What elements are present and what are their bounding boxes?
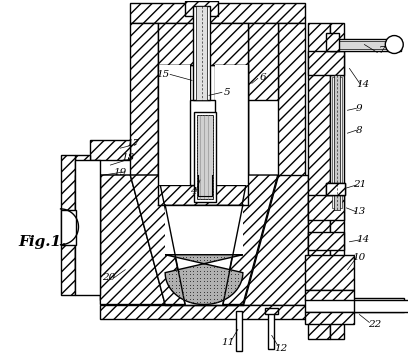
Bar bbox=[332, 77, 342, 208]
Polygon shape bbox=[130, 175, 185, 304]
Bar bbox=[305, 298, 404, 312]
Bar bbox=[158, 66, 190, 100]
Polygon shape bbox=[305, 290, 355, 299]
Text: 18: 18 bbox=[121, 153, 135, 161]
Polygon shape bbox=[100, 175, 130, 299]
Polygon shape bbox=[223, 175, 278, 304]
Polygon shape bbox=[330, 22, 344, 75]
Text: 6: 6 bbox=[259, 73, 266, 82]
Bar bbox=[355, 299, 409, 312]
Text: 4: 4 bbox=[190, 188, 196, 197]
Polygon shape bbox=[185, 1, 218, 16]
Bar bbox=[196, 6, 207, 100]
Polygon shape bbox=[158, 100, 190, 185]
Bar bbox=[61, 210, 76, 245]
Text: 7: 7 bbox=[379, 46, 386, 55]
Bar bbox=[326, 183, 346, 195]
Bar bbox=[333, 75, 340, 210]
Text: 17: 17 bbox=[127, 139, 140, 148]
Polygon shape bbox=[165, 255, 243, 304]
Text: 11: 11 bbox=[221, 338, 234, 347]
Polygon shape bbox=[90, 140, 130, 160]
Polygon shape bbox=[130, 3, 305, 22]
Bar bbox=[330, 38, 401, 51]
Bar bbox=[193, 6, 210, 100]
Polygon shape bbox=[305, 312, 355, 324]
Text: 21: 21 bbox=[353, 181, 366, 189]
Polygon shape bbox=[130, 22, 158, 175]
Polygon shape bbox=[326, 183, 346, 195]
Bar bbox=[158, 66, 248, 205]
Polygon shape bbox=[308, 22, 330, 340]
Polygon shape bbox=[278, 22, 305, 311]
Circle shape bbox=[385, 35, 403, 54]
Bar bbox=[215, 100, 248, 185]
Text: 5: 5 bbox=[224, 88, 230, 97]
Bar bbox=[194, 112, 216, 202]
Polygon shape bbox=[330, 210, 344, 340]
Text: 15: 15 bbox=[157, 70, 170, 79]
Polygon shape bbox=[165, 205, 243, 255]
Polygon shape bbox=[76, 155, 90, 175]
Bar bbox=[330, 75, 344, 210]
Polygon shape bbox=[158, 185, 248, 205]
Polygon shape bbox=[305, 255, 355, 290]
Bar bbox=[236, 311, 242, 352]
Polygon shape bbox=[215, 100, 248, 185]
Text: 19: 19 bbox=[114, 168, 127, 177]
Bar bbox=[332, 41, 399, 49]
Text: 13: 13 bbox=[353, 207, 366, 216]
Polygon shape bbox=[158, 22, 248, 66]
Bar bbox=[76, 160, 100, 295]
Polygon shape bbox=[248, 22, 278, 100]
Polygon shape bbox=[215, 66, 248, 100]
Polygon shape bbox=[76, 175, 100, 270]
Bar bbox=[158, 100, 194, 185]
Text: 10: 10 bbox=[353, 253, 366, 262]
Text: 8: 8 bbox=[356, 126, 363, 135]
Text: Fig.1.: Fig.1. bbox=[19, 235, 67, 249]
Polygon shape bbox=[308, 51, 344, 75]
Polygon shape bbox=[243, 175, 308, 304]
Text: 14: 14 bbox=[357, 80, 370, 89]
Bar bbox=[215, 66, 248, 100]
Polygon shape bbox=[326, 33, 339, 51]
Text: 22: 22 bbox=[368, 320, 381, 329]
Polygon shape bbox=[100, 304, 308, 320]
Text: 12: 12 bbox=[274, 344, 288, 353]
Polygon shape bbox=[158, 66, 190, 100]
Polygon shape bbox=[308, 195, 344, 220]
Text: 9: 9 bbox=[356, 104, 363, 113]
Polygon shape bbox=[308, 232, 344, 250]
Bar bbox=[268, 311, 274, 349]
Text: 20: 20 bbox=[102, 273, 115, 282]
Bar bbox=[190, 100, 215, 185]
Polygon shape bbox=[265, 307, 278, 315]
Bar bbox=[197, 115, 213, 199]
Polygon shape bbox=[100, 175, 165, 304]
Polygon shape bbox=[61, 155, 76, 295]
Text: 14: 14 bbox=[357, 235, 370, 244]
